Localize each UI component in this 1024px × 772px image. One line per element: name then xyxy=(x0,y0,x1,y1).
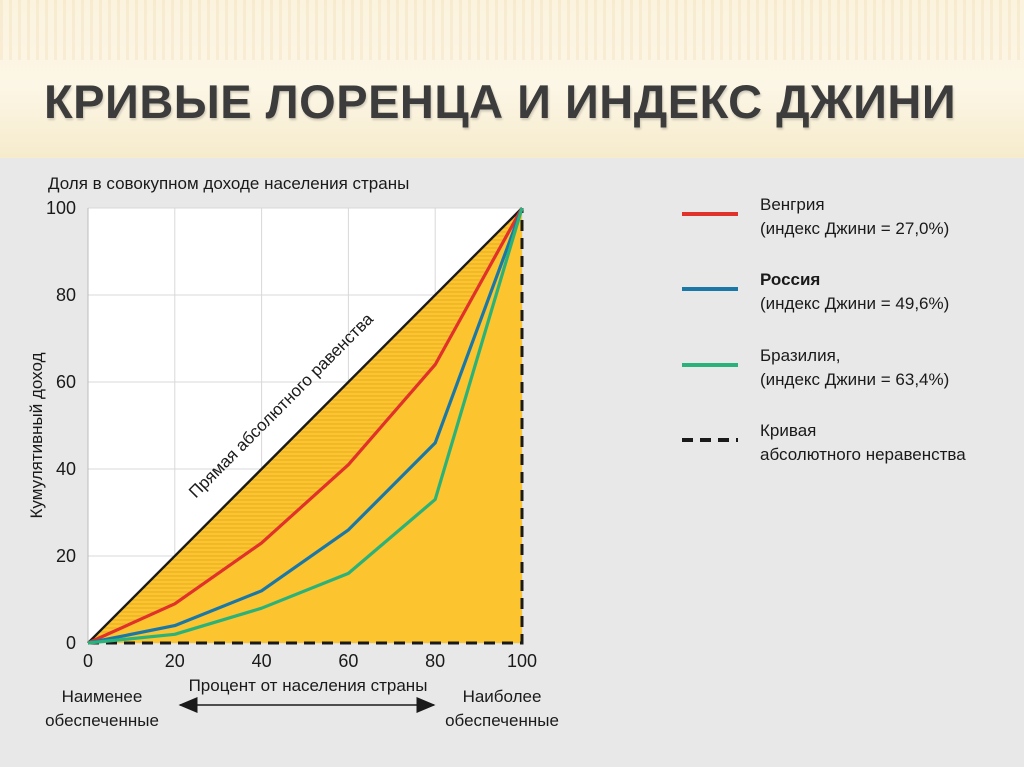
slide-header: КРИВЫЕ ЛОРЕНЦА И ИНДЕКС ДЖИНИ xyxy=(0,0,1024,158)
legend-label-2-line2: (индекс Джини = 63,4%) xyxy=(760,370,949,389)
legend-label-0-line2: (индекс Джини = 27,0%) xyxy=(760,219,949,238)
x-tick-label: 40 xyxy=(252,651,272,671)
y-tick-label: 20 xyxy=(56,546,76,566)
most-wealthy-label-1: Наиболее xyxy=(463,687,542,706)
x-tick-label: 0 xyxy=(83,651,93,671)
x-axis-label: Процент от населения страны xyxy=(189,676,428,695)
legend-label-1-line2: (индекс Джини = 49,6%) xyxy=(760,294,949,313)
least-wealthy-label-2: обеспеченные xyxy=(45,711,159,730)
chart-title: Доля в совокупном доходе населения стран… xyxy=(48,174,409,193)
legend-label-0-line1: Венгрия xyxy=(760,195,825,214)
y-tick-label: 40 xyxy=(56,459,76,479)
y-tick-label: 0 xyxy=(66,633,76,653)
most-wealthy-label-2: обеспеченные xyxy=(445,711,559,730)
legend-label-1-line1: Россия xyxy=(760,270,820,289)
y-tick-label: 60 xyxy=(56,372,76,392)
least-wealthy-label-1: Наименее xyxy=(62,687,143,706)
y-axis-label: Кумулятивный доход xyxy=(27,352,46,518)
x-tick-label: 100 xyxy=(507,651,537,671)
y-tick-label: 80 xyxy=(56,285,76,305)
x-tick-label: 20 xyxy=(165,651,185,671)
legend-label-2-line1: Бразилия, xyxy=(760,346,841,365)
legend-label-3-line1: Кривая xyxy=(760,421,816,440)
slide-title: КРИВЫЕ ЛОРЕНЦА И ИНДЕКС ДЖИНИ xyxy=(44,74,956,129)
y-tick-label: 100 xyxy=(46,198,76,218)
legend-label-3-line2: абсолютного неравенства xyxy=(760,445,966,464)
x-tick-label: 60 xyxy=(338,651,358,671)
x-tick-label: 80 xyxy=(425,651,445,671)
